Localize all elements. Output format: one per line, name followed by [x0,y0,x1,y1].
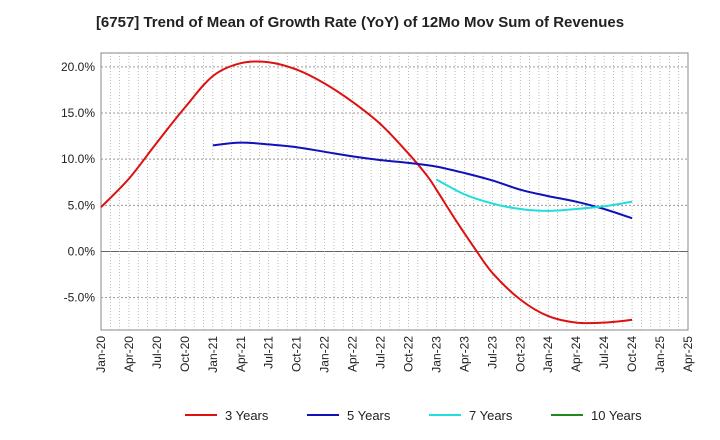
x-tick-label: Jul-24 [597,336,611,369]
x-tick-label: Apr-25 [681,336,695,372]
series-line-5-years [212,141,633,220]
x-tick-label: Jan-22 [318,336,332,373]
chart-title: [6757] Trend of Mean of Growth Rate (YoY… [95,14,625,31]
x-tick-label: Jan-25 [653,336,667,373]
x-tick-label: Jul-22 [374,336,388,369]
y-tick-label: -5.0% [64,291,96,305]
x-tick-label: Apr-21 [234,336,248,372]
legend-label-5-years: 5 Years [347,408,391,423]
y-tick-label: 20.0% [61,60,95,74]
legend-label-3-years: 3 Years [225,408,269,423]
series-line-3-years [100,60,633,325]
x-tick-label: Apr-23 [457,336,471,372]
y-tick-label: 0.0% [68,245,96,259]
x-tick-label: Jan-20 [94,336,108,373]
x-tick-label: Jan-21 [206,336,220,373]
x-tick-label: Apr-22 [346,336,360,372]
plot-area [100,52,689,331]
x-tick-label: Jan-23 [429,336,443,373]
y-tick-label: 10.0% [61,152,95,166]
x-tick-label: Jul-20 [150,336,164,369]
x-tick-label: Apr-24 [569,336,583,372]
x-tick-label: Oct-24 [625,336,639,372]
series-line-7-years [435,178,633,212]
y-tick-label: 15.0% [61,106,95,120]
x-tick-label: Jan-24 [541,336,555,373]
x-tick-label: Oct-22 [401,336,415,372]
legend-label-7-years: 7 Years [469,408,513,423]
x-tick-label: Oct-21 [290,336,304,372]
x-tick-label: Jul-23 [485,336,499,369]
x-tick-label: Oct-20 [178,336,192,372]
x-tick-label: Oct-23 [513,336,527,372]
x-tick-label: Jul-21 [262,336,276,369]
x-tick-label: Apr-20 [122,336,136,372]
y-tick-label: 5.0% [68,198,96,212]
legend-label-10-years: 10 Years [591,408,642,423]
